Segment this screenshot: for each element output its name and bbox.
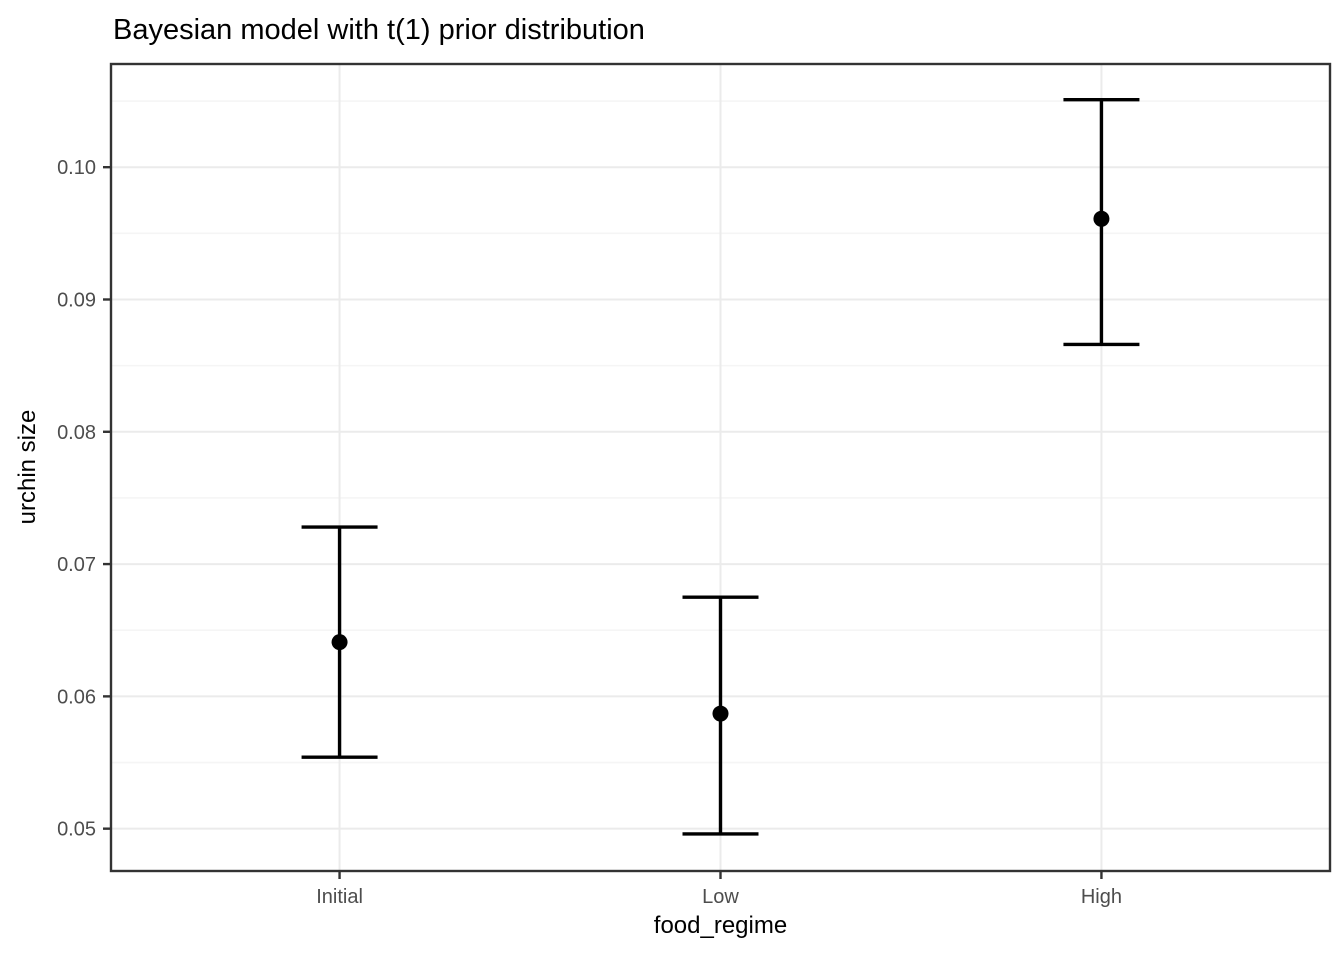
x-tick-label-low: Low [702,886,739,908]
point-mean-initial [331,634,348,651]
x-tick-label-high: High [1081,886,1122,908]
plot-title: Bayesian model with t(1) prior distribut… [113,14,645,46]
y-tick-label: 0.10 [57,157,96,179]
y-tick-label: 0.09 [57,289,96,311]
x-axis-title: food_regime [653,912,788,939]
point-mean-high [1093,210,1110,227]
x-tick-label-initial: Initial [316,886,363,908]
y-tick-label: 0.06 [57,686,96,708]
point-mean-low [712,705,729,722]
y-tick-label: 0.07 [57,554,96,576]
y-tick-label: 0.05 [57,819,96,841]
y-tick-label: 0.08 [57,422,96,444]
